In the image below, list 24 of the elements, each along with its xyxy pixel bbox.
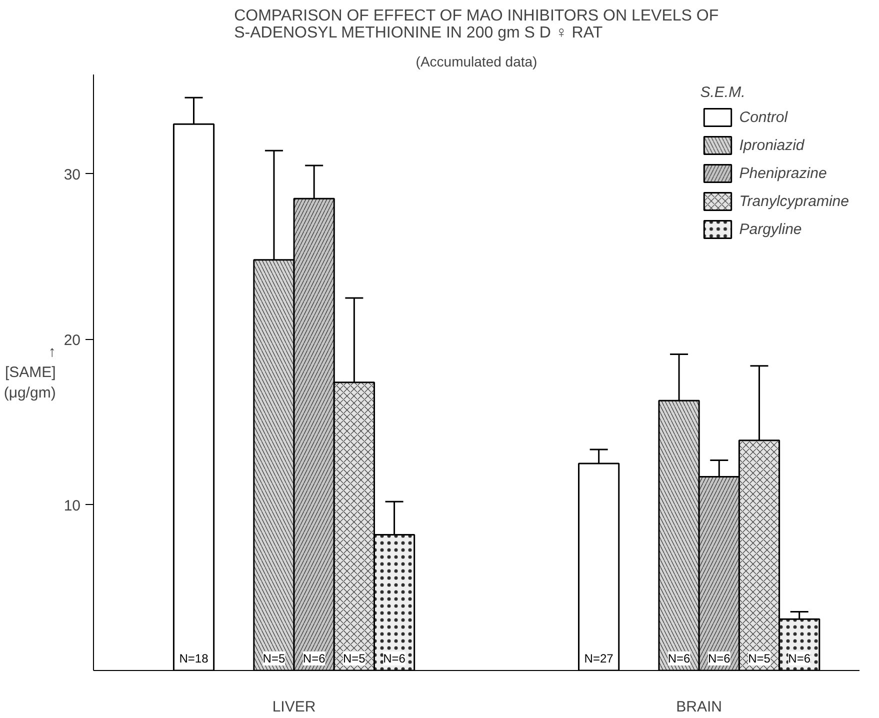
annotation: N=6 [383,652,406,666]
legend-label: Iproniazid [739,136,804,154]
y-tick-label: 20 [64,332,81,349]
y-tick-label: 10 [64,497,81,514]
legend-title: S.E.M. [700,84,746,101]
legend-label: Pargyline [739,220,802,238]
annotation: N=5 [748,652,771,666]
y-axis-title: ↑ [SAME] (μg/gm) [4,344,56,402]
annotation: N=27 [584,652,614,666]
annotation: N=5 [343,652,366,666]
annotation: N=6 [668,652,691,666]
chart-title: COMPARISON OF EFFECT OF MAO INHIBITORS ON LEVELS OF S-ADENOSYL METHIONINE IN 200 gm S D ♀ RAT [234,8,719,42]
legend-label: Tranylcypramine [739,192,849,210]
x-tick-label: BRAIN [676,698,722,716]
annotation: N=18 [179,652,209,666]
legend-label: Pheniprazine [739,164,827,182]
chart-subtitle: (Accumulated data) [416,54,538,70]
annotation: N=6 [708,652,731,666]
annotation: N=6 [302,652,326,666]
legend-label: Control [739,108,788,126]
y-tick-label: 30 [64,166,81,184]
annotation: N=6 [788,652,811,666]
x-tick-label: LIVER [272,698,316,716]
annotation: N=5 [262,652,286,666]
